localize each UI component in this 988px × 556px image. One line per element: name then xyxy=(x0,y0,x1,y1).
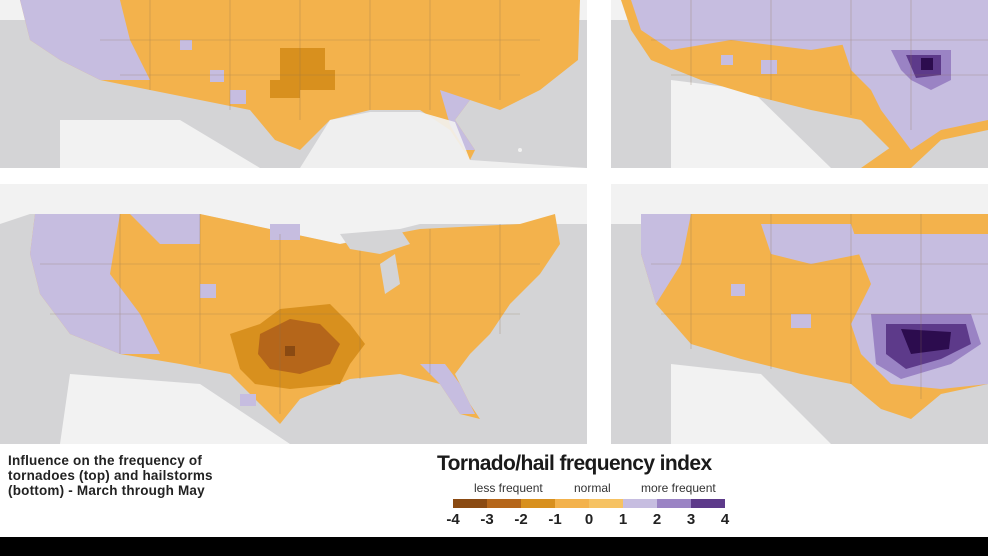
legend-less-label: less frequent xyxy=(474,481,543,495)
legend-swatch xyxy=(521,499,555,508)
caption-line-1: Influence on the frequency of xyxy=(8,453,203,468)
hail-map-left xyxy=(0,184,587,444)
legend-tick-label: -3 xyxy=(480,511,494,528)
legend-swatch xyxy=(657,499,691,508)
legend-tick-label: 4 xyxy=(720,511,730,528)
legend-normal-label: normal xyxy=(574,481,611,495)
legend-tick-label: 1 xyxy=(618,511,628,528)
tornado-map-right xyxy=(611,0,988,168)
legend-swatch xyxy=(555,499,589,508)
map-caption: Influence on the frequency of tornadoes … xyxy=(8,453,328,498)
legend-swatch xyxy=(487,499,521,508)
hail-map-left-svg xyxy=(0,184,587,444)
legend-swatch xyxy=(589,499,623,508)
caption-line-3: (bottom) - March through May xyxy=(8,483,205,498)
legend-swatch xyxy=(453,499,487,508)
bottom-band xyxy=(0,537,988,556)
legend-tick-label: -2 xyxy=(514,511,528,528)
legend-title: Tornado/hail frequency index xyxy=(437,452,712,475)
frequency-legend: Tornado/hail frequency index less freque… xyxy=(430,452,760,534)
legend-more-label: more frequent xyxy=(641,481,716,495)
legend-tick-label: -1 xyxy=(548,511,562,528)
caption-line-2: tornadoes (top) and hailstorms xyxy=(8,468,213,483)
tornado-less-frequent-area xyxy=(270,48,335,98)
legend-tick-label: 0 xyxy=(584,511,594,528)
legend-tick-label: -4 xyxy=(446,511,460,528)
tornado-map-left xyxy=(0,0,587,168)
hail-map-right-svg xyxy=(611,184,988,444)
legend-ticks: -4 -3 -2 -1 0 1 2 3 4 xyxy=(430,511,760,531)
legend-tick-label: 2 xyxy=(652,511,662,528)
tornado-map-left-svg xyxy=(0,0,587,168)
tornado-map-right-svg xyxy=(611,0,988,168)
legend-color-bar xyxy=(453,499,725,508)
hail-less-frequent-area xyxy=(258,319,340,374)
legend-tick-label: 3 xyxy=(686,511,696,528)
legend-swatch xyxy=(623,499,657,508)
hail-map-right xyxy=(611,184,988,444)
legend-swatch xyxy=(691,499,725,508)
